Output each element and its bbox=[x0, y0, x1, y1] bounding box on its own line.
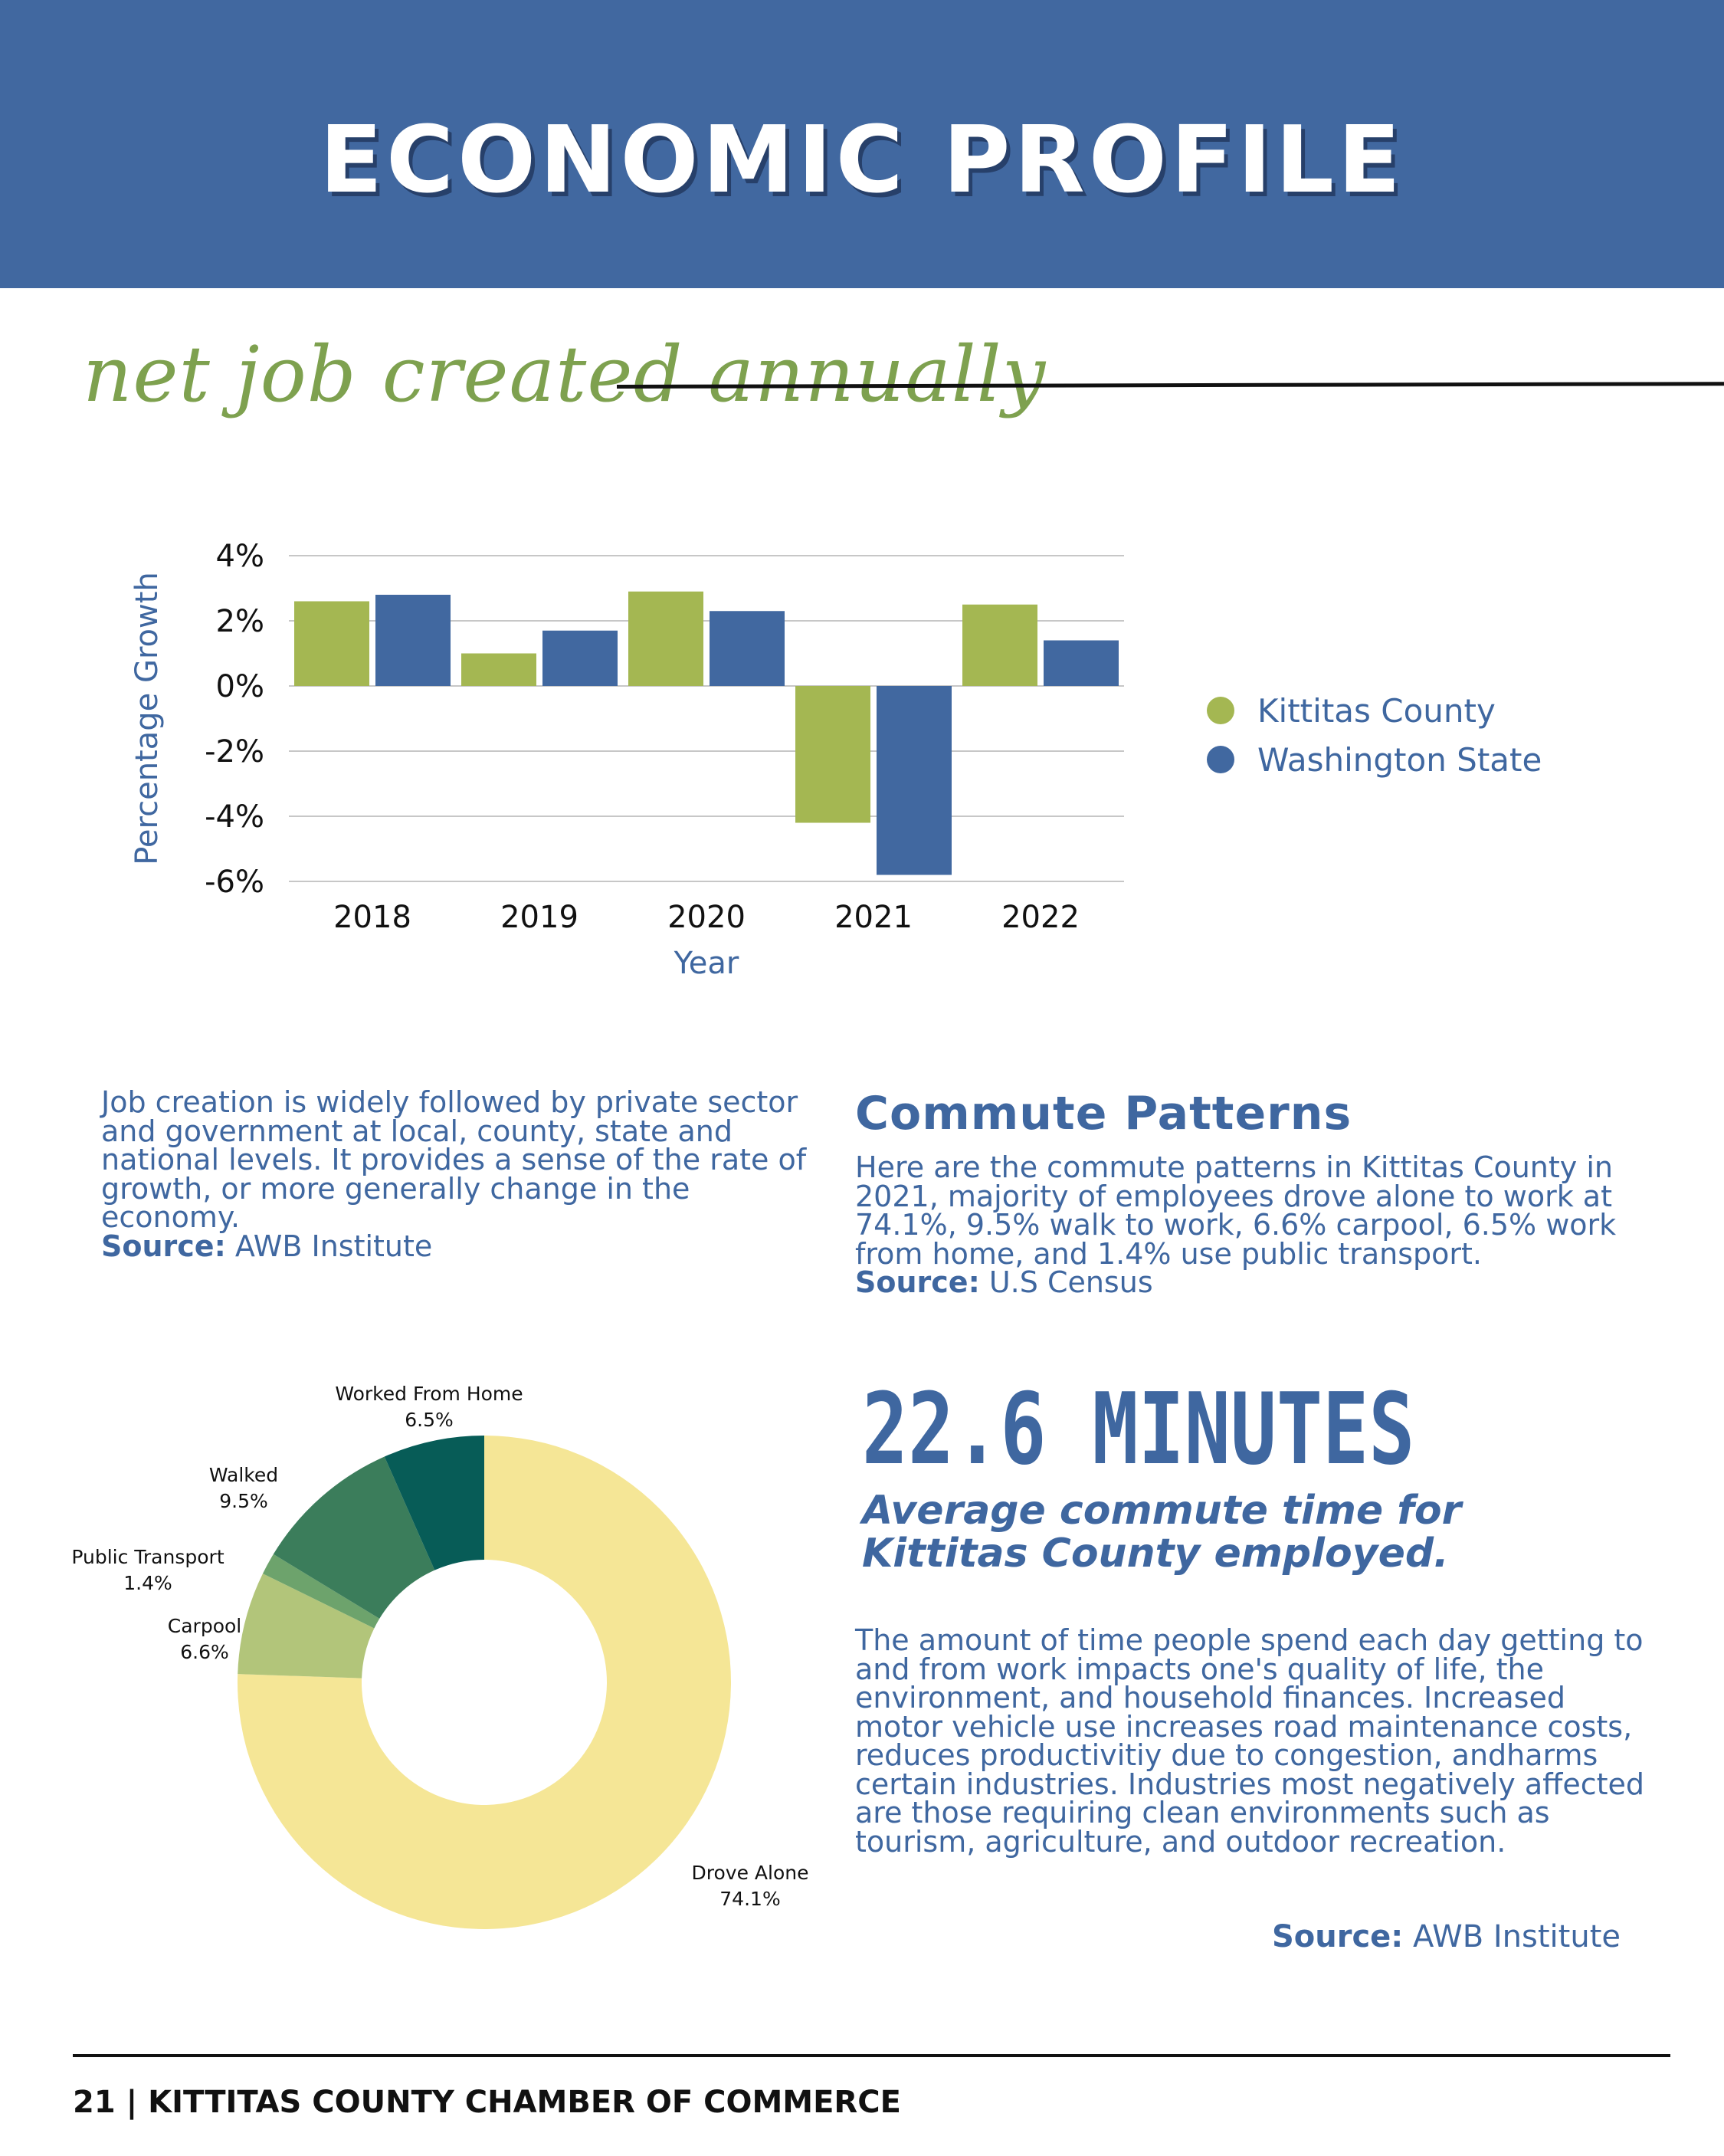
bar-kittitas-2020 bbox=[628, 591, 703, 686]
paragraph-line: growth, or more generally change in the bbox=[101, 1171, 690, 1206]
paragraph-line: from home, and 1.4% use public transport… bbox=[855, 1236, 1483, 1271]
paragraph-line: 2021, majority of employees drove alone … bbox=[855, 1179, 1612, 1213]
bar-washington-2020 bbox=[710, 611, 785, 686]
donut-slice-label: Carpool bbox=[168, 1615, 241, 1637]
donut-slice-value: 1.4% bbox=[123, 1572, 172, 1594]
page-header-banner: ECONOMIC PROFILE bbox=[0, 0, 1724, 288]
donut-slice-label: Worked From Home bbox=[335, 1383, 523, 1405]
source-label: Source: bbox=[855, 1265, 980, 1299]
footer-rule bbox=[73, 2054, 1670, 2057]
bar-kittitas-2022 bbox=[962, 604, 1037, 686]
paragraph-line: environment, and household finances. Inc… bbox=[855, 1681, 1565, 1715]
paragraph-line: Job creation is widely followed by priva… bbox=[101, 1085, 798, 1119]
bar-washington-2018 bbox=[375, 595, 451, 686]
x-tick-label: 2018 bbox=[333, 900, 411, 935]
x-tick-label: 2020 bbox=[667, 900, 746, 935]
x-tick-label: 2022 bbox=[1001, 900, 1080, 935]
paragraph-line: motor vehicle use increases road mainten… bbox=[855, 1709, 1633, 1744]
page-title: ECONOMIC PROFILE bbox=[320, 107, 1404, 214]
commute-patterns-paragraph: Here are the commute patterns in Kittita… bbox=[855, 1153, 1629, 1298]
bar-kittitas-2021 bbox=[795, 686, 870, 823]
commute-time-source: Source: AWB Institute bbox=[1149, 1919, 1621, 1954]
section-title-net-job-created: net job created annually bbox=[83, 330, 1047, 419]
legend-label-washington: Washington State bbox=[1257, 740, 1542, 779]
donut-slice-label: Walked bbox=[209, 1464, 278, 1486]
x-tick-label: 2021 bbox=[834, 900, 913, 935]
source-line: Source: AWB Institute bbox=[101, 1232, 829, 1262]
y-axis-label: Percentage Growth bbox=[129, 572, 165, 865]
subtitle-line: Kittitas County employed. bbox=[862, 1531, 1449, 1577]
source-line: Source: U.S Census bbox=[855, 1268, 1629, 1298]
source-value: AWB Institute bbox=[225, 1229, 433, 1263]
commute-patterns-heading: Commute Patterns bbox=[855, 1087, 1352, 1140]
paragraph-line: tourism, agriculture, and outdoor recrea… bbox=[855, 1824, 1506, 1859]
legend-swatch-kittitas bbox=[1207, 697, 1234, 724]
donut-slice-value: 6.5% bbox=[405, 1409, 454, 1431]
source-label: Source: bbox=[101, 1229, 226, 1263]
source-value: AWB Institute bbox=[1403, 1919, 1621, 1954]
legend-item-washington: Washington State bbox=[1207, 735, 1542, 784]
bar-washington-2021 bbox=[877, 686, 952, 875]
average-commute-stat: 22.6 MINUTES bbox=[862, 1373, 1415, 1487]
paragraph-line: are those requiring clean environments s… bbox=[855, 1796, 1550, 1829]
paragraph-line: Here are the commute patterns in Kittita… bbox=[855, 1150, 1613, 1184]
x-axis-label: Year bbox=[674, 946, 739, 981]
donut-slice-walked bbox=[273, 1456, 435, 1619]
average-commute-subtitle: Average commute time for Kittitas County… bbox=[862, 1489, 1461, 1575]
source-value: U.S Census bbox=[979, 1265, 1153, 1299]
paragraph-line: reduces productivitiy due to congestion,… bbox=[855, 1738, 1598, 1772]
paragraph-line: economy. bbox=[101, 1200, 241, 1234]
y-tick-label: -4% bbox=[205, 799, 264, 835]
net-job-bar-chart: 4% 2% 0% -2% -4% -6% 2018 2019 2020 2021 2022 Year P… bbox=[129, 539, 1124, 981]
commute-time-paragraph: The amount of time people spend each day… bbox=[855, 1626, 1667, 1856]
donut-slice-drove-alone bbox=[238, 1436, 731, 1929]
y-tick-label: 4% bbox=[216, 539, 264, 574]
y-tick-label: -2% bbox=[205, 734, 264, 770]
bar-washington-2022 bbox=[1044, 640, 1119, 686]
donut-slice-label: Public Transport bbox=[71, 1546, 224, 1568]
donut-slice-carpool bbox=[238, 1574, 375, 1679]
paragraph-line: The amount of time people spend each day… bbox=[855, 1623, 1644, 1657]
bar-chart-legend: Kittitas County Washington State bbox=[1207, 686, 1542, 784]
x-tick-label: 2019 bbox=[500, 900, 578, 935]
bar-kittitas-2019 bbox=[461, 653, 536, 686]
page-footer: 21 | KITTITAS COUNTY CHAMBER OF COMMERCE bbox=[73, 2085, 901, 2120]
source-label: Source: bbox=[1271, 1919, 1404, 1954]
y-tick-label: 0% bbox=[216, 669, 264, 704]
paragraph-line: 74.1%, 9.5% walk to work, 6.6% carpool, … bbox=[855, 1208, 1617, 1242]
donut-slice-value: 74.1% bbox=[719, 1888, 780, 1910]
commute-mode-donut-chart: Drove Alone 74.1% Carpool 6.6% Public Transp… bbox=[71, 1383, 809, 1929]
legend-item-kittitas: Kittitas County bbox=[1207, 686, 1542, 735]
paragraph-line: and from work impacts one's quality of l… bbox=[855, 1652, 1544, 1686]
legend-swatch-washington bbox=[1207, 746, 1234, 773]
donut-slice-value: 6.6% bbox=[180, 1641, 229, 1663]
paragraph-line: national levels. It provides a sense of … bbox=[101, 1143, 807, 1176]
y-tick-label: -6% bbox=[205, 865, 264, 900]
donut-slice-worked-from-home bbox=[384, 1436, 484, 1570]
donut-slice-label: Drove Alone bbox=[692, 1862, 809, 1884]
bar-washington-2019 bbox=[542, 630, 618, 686]
job-creation-paragraph: Job creation is widely followed by priva… bbox=[101, 1088, 829, 1261]
subtitle-line: Average commute time for bbox=[862, 1488, 1462, 1534]
paragraph-line: and government at local, county, state a… bbox=[101, 1114, 733, 1148]
bar-kittitas-2018 bbox=[294, 601, 369, 686]
legend-label-kittitas: Kittitas County bbox=[1257, 691, 1496, 730]
donut-slice-public-transport bbox=[262, 1554, 380, 1629]
donut-slice-value: 9.5% bbox=[219, 1490, 268, 1512]
paragraph-line: certain industries. Industries most nega… bbox=[855, 1767, 1644, 1801]
y-tick-label: 2% bbox=[216, 604, 264, 639]
